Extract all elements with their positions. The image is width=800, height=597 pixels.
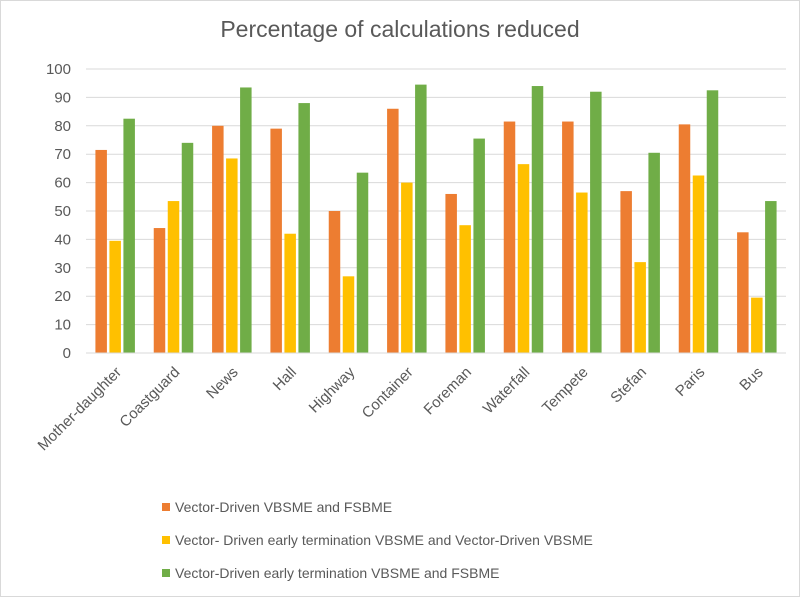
bar-1-coastguard bbox=[153, 228, 166, 353]
bar-1-container bbox=[387, 108, 399, 353]
bar-3-paris bbox=[706, 90, 719, 354]
bar-3-news bbox=[240, 87, 252, 354]
bar-3-waterfall bbox=[531, 86, 544, 353]
x-tick-label: Mother-daughter bbox=[35, 364, 125, 454]
x-tick-label: News bbox=[203, 364, 242, 403]
y-tick-label: 10 bbox=[54, 317, 71, 334]
bar-3-container bbox=[415, 84, 427, 354]
legend-label: Vector- Driven early termination VBSME a… bbox=[175, 531, 593, 548]
bar-3-coastguard bbox=[181, 142, 194, 353]
y-axis-ticks: 0 10 20 30 40 50 60 70 80 90 100 bbox=[46, 61, 71, 362]
x-tick-label: Bus bbox=[736, 364, 766, 394]
y-tick-label: 20 bbox=[54, 288, 71, 305]
bar-2-bus bbox=[751, 297, 763, 353]
y-tick-label: 40 bbox=[54, 231, 71, 248]
y-tick-label: 80 bbox=[54, 118, 71, 135]
bar-2-paris bbox=[692, 175, 705, 353]
bar-3-highway bbox=[356, 172, 369, 353]
y-tick-label: 100 bbox=[46, 61, 71, 78]
x-tick-label: Foreman bbox=[421, 364, 475, 418]
bar-2-mother-daughter bbox=[109, 240, 121, 353]
bar-2-news bbox=[226, 158, 238, 353]
y-tick-label: 30 bbox=[54, 260, 71, 277]
bar-2-hall bbox=[284, 233, 296, 353]
bar-2-waterfall bbox=[517, 164, 530, 353]
bar-1-tempete bbox=[562, 121, 574, 353]
y-tick-label: 0 bbox=[63, 345, 71, 362]
bar-1-mother-daughter bbox=[95, 149, 107, 353]
x-tick-label: Coastguard bbox=[116, 364, 183, 431]
bar-2-coastguard bbox=[167, 201, 180, 353]
bar-1-bus bbox=[737, 232, 749, 353]
legend-item: Vector-Driven early termination VBSME an… bbox=[162, 563, 593, 582]
bar-2-stefan bbox=[634, 262, 646, 353]
legend-swatch-series-3 bbox=[162, 568, 170, 577]
bar-3-tempete bbox=[590, 91, 602, 353]
bar-3-hall bbox=[298, 103, 310, 353]
y-tick-label: 50 bbox=[54, 203, 71, 220]
legend-label: Vector-Driven VBSME and FSBME bbox=[175, 498, 393, 515]
y-tick-label: 90 bbox=[54, 89, 71, 106]
bar-3-bus bbox=[765, 201, 777, 353]
bar-1-paris bbox=[678, 124, 691, 353]
bar-1-hall bbox=[270, 128, 282, 353]
bar-1-stefan bbox=[620, 191, 632, 353]
bar-1-foreman bbox=[445, 193, 457, 353]
bar-3-foreman bbox=[473, 138, 485, 353]
bar-1-news bbox=[212, 125, 224, 353]
x-tick-label: Highway bbox=[306, 363, 359, 416]
y-tick-label: 60 bbox=[54, 175, 71, 192]
bars bbox=[95, 84, 777, 354]
bar-2-container bbox=[401, 182, 413, 353]
x-tick-label: Waterfall bbox=[480, 364, 533, 417]
x-tick-label: Stefan bbox=[607, 364, 650, 407]
bar-2-tempete bbox=[576, 192, 588, 353]
x-tick-label: Tempete bbox=[539, 364, 592, 417]
bar-3-mother-daughter bbox=[123, 118, 135, 353]
legend-item: Vector- Driven early termination VBSME a… bbox=[162, 530, 593, 549]
legend-swatch-series-1 bbox=[162, 502, 170, 511]
legend: Vector-Driven VBSME and FSBME Vector- Dr… bbox=[162, 497, 593, 596]
legend-swatch-series-2 bbox=[162, 535, 170, 544]
chart-title: Percentage of calculations reduced bbox=[220, 16, 580, 42]
bar-2-foreman bbox=[459, 225, 471, 353]
x-tick-label: Hall bbox=[270, 364, 300, 394]
legend-item: Vector-Driven VBSME and FSBME bbox=[162, 497, 593, 516]
legend-label: Vector-Driven early termination VBSME an… bbox=[175, 564, 500, 581]
bar-1-highway bbox=[328, 211, 341, 353]
x-tick-label: Container bbox=[359, 364, 417, 422]
bar-2-highway bbox=[342, 276, 355, 353]
y-tick-label: 70 bbox=[54, 146, 71, 163]
bar-1-waterfall bbox=[503, 121, 516, 353]
bar-3-stefan bbox=[648, 152, 660, 353]
x-tick-label: Paris bbox=[672, 364, 708, 400]
gridlines bbox=[86, 68, 786, 326]
